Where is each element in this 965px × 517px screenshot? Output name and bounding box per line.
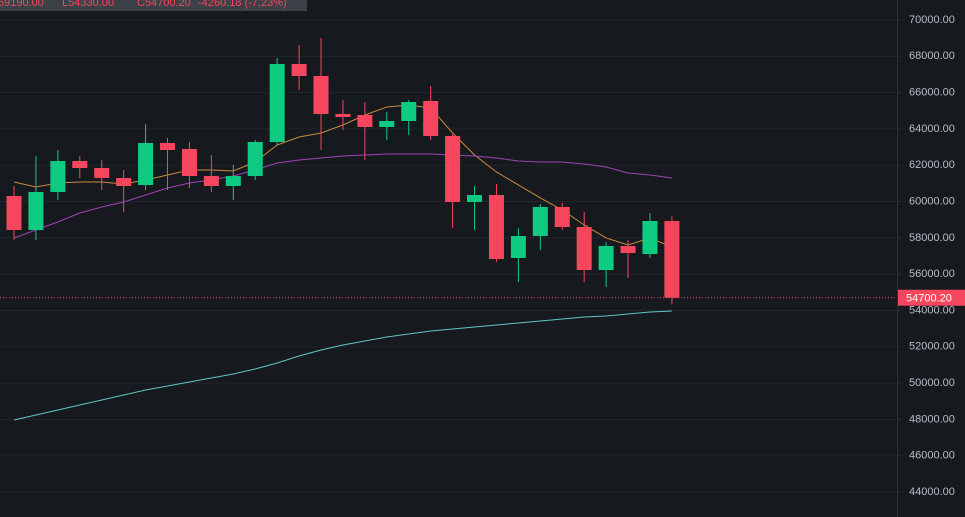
y-tick-label: 48000.00 <box>909 413 955 425</box>
candle-body <box>72 161 88 169</box>
candle-body <box>181 149 197 177</box>
candle-body <box>313 76 329 115</box>
y-tick-label: 50000.00 <box>909 377 955 389</box>
y-tick-label: 68000.00 <box>909 50 955 62</box>
candle-body <box>379 120 395 128</box>
candle-body <box>532 206 548 236</box>
header-text: -4260.18 (-7.23%) <box>198 0 287 9</box>
candle-body <box>401 102 417 121</box>
y-tick-label: 66000.00 <box>909 87 955 99</box>
candle-body <box>488 195 504 259</box>
y-tick-label: 64000.00 <box>909 123 955 135</box>
candle-body <box>620 246 636 254</box>
y-tick-label: 58000.00 <box>909 232 955 244</box>
candle-body <box>247 141 263 177</box>
candle-body <box>510 235 526 259</box>
header-box <box>0 0 307 11</box>
candle-body <box>28 191 44 231</box>
candle-body <box>94 168 110 178</box>
candle-body <box>357 115 373 128</box>
y-tick-label: 52000.00 <box>909 341 955 353</box>
y-tick-label: 70000.00 <box>909 14 955 26</box>
candle-body <box>291 64 307 77</box>
candle-body <box>576 226 592 271</box>
candle-body <box>138 142 154 186</box>
header-text: C54700.20 <box>137 0 191 9</box>
last-price-label: 54700.20 <box>906 293 952 305</box>
candle-body <box>467 195 483 202</box>
header-text: 59190.00 <box>0 0 44 9</box>
y-tick-label: 44000.00 <box>909 486 955 498</box>
candle-body <box>554 206 570 227</box>
candle-body <box>160 142 176 151</box>
candle-body <box>269 64 285 142</box>
candle-body <box>664 221 680 298</box>
candle-body <box>335 114 351 118</box>
candle-body <box>423 101 439 137</box>
moving-average-line <box>13 310 672 421</box>
candle-body <box>203 176 219 187</box>
y-tick-label: 60000.00 <box>909 195 955 207</box>
candle-body <box>116 177 132 187</box>
y-tick-label: 62000.00 <box>909 159 955 171</box>
candle-body <box>445 136 461 202</box>
candle-body <box>50 161 66 192</box>
y-tick-label: 56000.00 <box>909 268 955 280</box>
candle-body <box>598 246 614 271</box>
candle-body <box>6 196 22 231</box>
y-tick-label: 54000.00 <box>909 304 955 316</box>
y-tick-label: 46000.00 <box>909 450 955 462</box>
last-price-tag <box>898 289 965 306</box>
header-text: L54330.00 <box>62 0 114 9</box>
candle-body <box>225 176 241 187</box>
candle-body <box>642 221 658 255</box>
